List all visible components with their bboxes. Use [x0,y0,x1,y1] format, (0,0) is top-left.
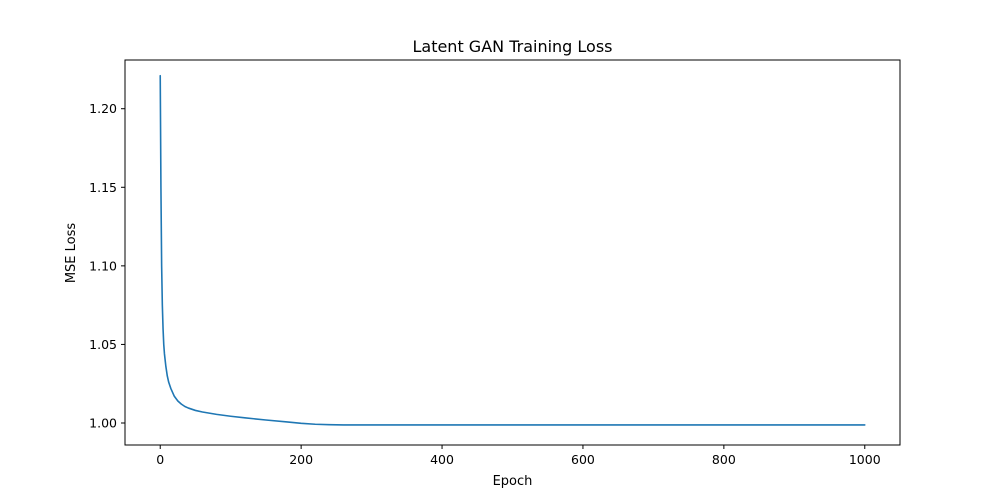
series-line-0 [159,74,866,426]
y-tick-label: 1.00 [89,416,117,431]
y-tick-label: 1.05 [89,337,117,352]
x-tick-label: 600 [571,452,595,467]
x-tick-label: 1000 [849,452,881,467]
chart-title: Latent GAN Training Loss [412,37,612,56]
plot-area [159,74,866,426]
y-axis: 1.00 1.05 1.10 1.15 1.20 [89,101,125,431]
y-axis-label: MSE Loss [64,223,79,284]
x-tick-label: 0 [156,452,164,467]
x-axis: 0 200 400 600 800 1000 [156,445,881,467]
y-tick-label: 1.15 [89,180,117,195]
x-tick-label: 200 [289,452,313,467]
plot-frame [124,59,901,446]
y-tick-label: 1.20 [89,101,117,116]
x-tick-label: 400 [430,452,454,467]
x-axis-label: Epoch [493,474,533,489]
x-tick-label: 800 [712,452,736,467]
y-tick-label: 1.10 [89,258,117,273]
